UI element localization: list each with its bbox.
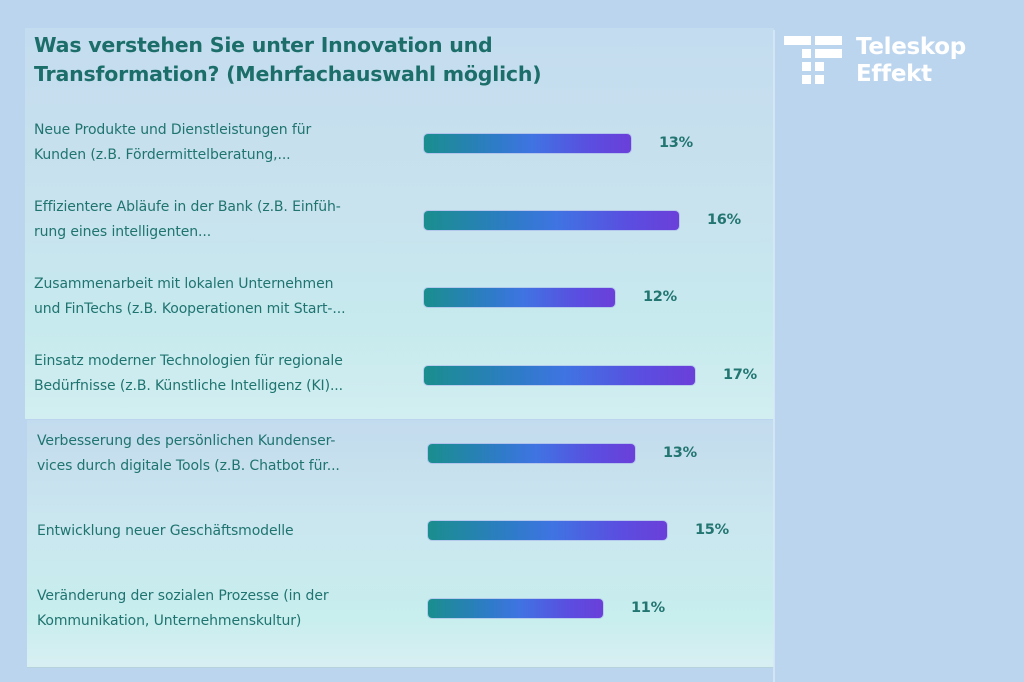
brand-name-line-2: Effekt [856,61,932,87]
option-label-line: Kommunikation, Unternehmenskultur) [37,613,302,629]
bar [428,521,667,540]
option-label-line: Effizientere Abläufe in der Bank (z.B. E… [34,199,341,215]
vertical-divider [773,30,775,682]
bar-value-label: 15% [695,522,729,538]
option-label: Effizientere Abläufe in der Bank (z.B. E… [34,195,404,245]
option-label: Neue Produkte und Dienstleistungen für Ku… [34,118,404,168]
option-label: Zusammenarbeit mit lokalen Unternehmen un… [34,272,404,322]
bar [424,288,615,307]
option-label-line: Entwicklung neuer Geschäftsmodelle [37,523,294,539]
bar-value-label: 17% [723,367,757,383]
option-label-line: Einsatz moderner Technologien für region… [34,353,343,369]
option-label: Veränderung der sozialen Prozesse (in de… [37,584,407,634]
brand-name-line-1: Teleskop [856,34,966,60]
option-label: Einsatz moderner Technologien für region… [34,349,404,399]
bar-value-label: 16% [707,212,741,228]
brand-name: Teleskop Effekt [856,34,966,88]
option-label-line: vices durch digitale Tools (z.B. Chatbot… [37,458,340,474]
bar-value-label: 12% [643,289,677,305]
bar [424,134,631,153]
option-label-line: Kunden (z.B. Fördermittelberatung,... [34,147,291,163]
bar [424,366,695,385]
option-label-line: Bedürfnisse (z.B. Künstliche Intelligenz… [34,378,343,394]
option-label-line: Veränderung der sozialen Prozesse (in de… [37,588,329,604]
option-label-line: Neue Produkte und Dienstleistungen für [34,122,312,138]
bar-value-label: 13% [659,135,693,151]
option-label-line: rung eines intelligenten... [34,224,212,240]
brand-logo: Teleskop Effekt [784,34,994,88]
bar-value-label: 11% [631,600,665,616]
option-label-line: und FinTechs (z.B. Kooperationen mit Sta… [34,301,346,317]
option-label-line: Zusammenarbeit mit lokalen Unternehmen [34,276,334,292]
chart-title: Was verstehen Sie unter Innovation und T… [34,31,554,89]
chart-title-line-2: Transformation? (Mehrfachauswahl möglich… [34,62,542,86]
chart-title-line-1: Was verstehen Sie unter Innovation und [34,33,493,57]
poll-panel-bottom [27,420,774,668]
bar [428,444,635,463]
bar [428,599,603,618]
teleskop-effekt-logo-icon [784,36,844,88]
bar-value-label: 13% [663,445,697,461]
option-label-line: Verbesserung des persönlichen Kundenser- [37,433,336,449]
option-label: Verbesserung des persönlichen Kundenser-… [37,429,407,479]
option-label: Entwicklung neuer Geschäftsmodelle [37,519,407,544]
bar [424,211,679,230]
